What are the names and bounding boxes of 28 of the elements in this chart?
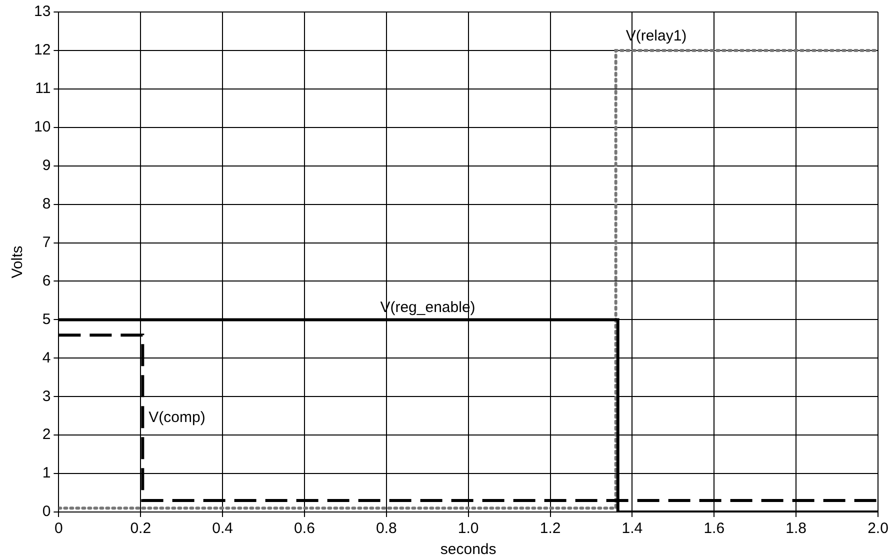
y-tick-label: 9 (42, 156, 51, 174)
y-tick-label: 12 (34, 42, 51, 59)
y-tick-label: 1 (42, 464, 51, 482)
x-tick-label: 1.8 (786, 520, 806, 538)
x-tick-label: 1.6 (704, 520, 725, 538)
x-tick-label: 1.4 (622, 520, 643, 538)
x-tick-label: 0.6 (294, 520, 315, 538)
series-label: V(comp) (148, 408, 206, 426)
y-tick-label: 7 (42, 234, 51, 251)
y-tick-label: 3 (42, 388, 51, 405)
x-tick-label: 0.4 (212, 520, 233, 538)
x-tick-label: 0.8 (376, 520, 397, 538)
y-tick-label: 2 (42, 426, 51, 444)
x-tick-label: 0.2 (130, 520, 152, 538)
y-tick-label: 10 (34, 118, 51, 136)
y-tick-label: 4 (42, 349, 51, 366)
y-tick-label: 13 (34, 3, 51, 20)
x-tick-label: 2.0 (868, 520, 888, 538)
x-tick-label: 0 (54, 520, 63, 538)
x-tick-label: 1.0 (458, 520, 479, 538)
y-tick-label: 8 (42, 195, 51, 212)
x-tick-label: 1.2 (540, 520, 561, 538)
y-tick-label: 5 (42, 310, 51, 328)
y-tick-label: 11 (35, 80, 51, 98)
y-axis-title: Volts (9, 246, 26, 278)
y-tick-label: 0 (42, 503, 51, 520)
x-axis-title: seconds (440, 541, 496, 558)
y-tick-label: 6 (42, 272, 51, 290)
